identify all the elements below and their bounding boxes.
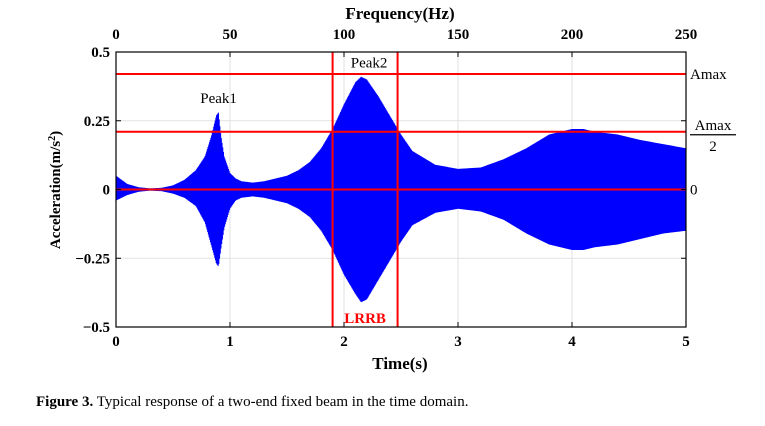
y-tick-label-2: 0 — [103, 183, 111, 199]
y-tick-label-3: −0.25 — [75, 251, 110, 267]
reference-lines — [116, 52, 686, 327]
y-tick-label-1: 0.25 — [84, 114, 110, 130]
figure-caption-text: Typical response of a two-end fixed beam… — [93, 394, 469, 410]
figure-caption-label: Figure 3. — [36, 394, 94, 410]
signal-trace — [115, 76, 687, 303]
half-amax-denominator: 2 — [709, 139, 717, 155]
top-tick-label-0: 0 — [112, 27, 120, 43]
signal-series — [115, 76, 687, 303]
figure-caption: Figure 3. Typical response of a two-end … — [36, 394, 468, 411]
top-tick-label-3: 150 — [447, 27, 470, 43]
x-tick-label-5: 5 — [682, 334, 690, 350]
y-axis-label: Acceleration(m/s2) — [47, 131, 65, 249]
peak1-label: Peak1 — [200, 91, 237, 107]
top-tick-label-1: 50 — [223, 27, 238, 43]
x-axis-label: Time(s) — [372, 354, 427, 373]
x-tick-label-4: 4 — [568, 334, 576, 350]
x-tick-label-0: 0 — [112, 334, 120, 350]
y-tick-label-0: 0.5 — [91, 45, 110, 61]
zero-level-label: 0 — [690, 183, 698, 199]
top-tick-label-4: 200 — [561, 27, 584, 43]
x-tick-label-2: 2 — [340, 334, 348, 350]
lrrb-label: LRRB — [344, 311, 386, 327]
x-tick-label-3: 3 — [454, 334, 462, 350]
top-tick-label-2: 100 — [333, 27, 356, 43]
top-axis-label: Frequency(Hz) — [345, 4, 454, 23]
top-tick-label-5: 250 — [675, 27, 698, 43]
amax-label: Amax — [690, 67, 727, 83]
half-amax-numerator: Amax — [695, 118, 732, 134]
y-tick-label-4: −0.5 — [83, 320, 110, 336]
x-tick-label-1: 1 — [226, 334, 234, 350]
peak2-label: Peak2 — [351, 55, 388, 71]
